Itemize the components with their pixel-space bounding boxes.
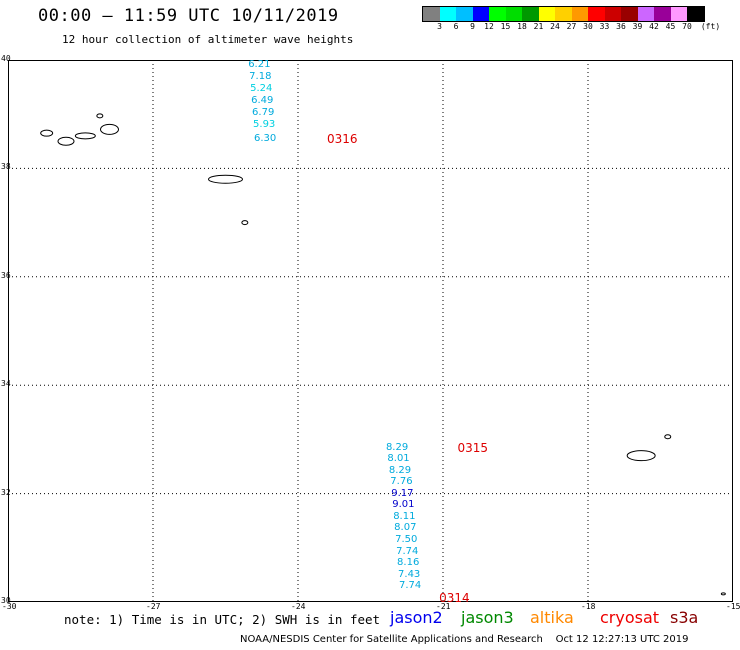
colorbar-swatch <box>687 7 704 21</box>
wave-height-value: 8.01 <box>387 453 410 465</box>
colorbar-label: 36 <box>616 22 626 31</box>
wave-height-value: 7.18 <box>249 71 272 83</box>
lon-label: -18 <box>581 602 596 611</box>
credit-line: NOAA/NESDIS Center for Satellite Applica… <box>240 634 689 645</box>
colorbar-label: 33 <box>599 22 610 31</box>
map-area <box>8 60 733 602</box>
island-outline <box>74 132 96 140</box>
colorbar-label: 21 <box>533 22 544 31</box>
colorbar-label: 45 <box>665 22 676 31</box>
colorbar-swatch <box>538 7 555 21</box>
island-outline <box>100 123 119 135</box>
wave-height-value: 9.01 <box>392 498 415 510</box>
island-outline <box>720 592 726 596</box>
island-outline <box>57 136 75 146</box>
colorbar-label: 39 <box>632 22 643 31</box>
colorbar-swatch <box>439 7 456 21</box>
colorbar-label: 24 <box>550 22 560 31</box>
colorbar-unit: (ft) <box>700 22 721 31</box>
colorbar-label: 42 <box>649 22 659 31</box>
wave-height-value: 8.11 <box>393 510 416 522</box>
colorbar-label: 9 <box>470 22 475 31</box>
colorbar-swatch <box>489 7 506 21</box>
colorbar-label: 15 <box>500 22 511 31</box>
island-outline <box>208 174 243 184</box>
colorbar-label: 18 <box>517 22 527 31</box>
colorbar-swatch <box>472 7 489 21</box>
map-subtitle: 12 hour collection of altimeter wave hei… <box>62 33 354 46</box>
wave-height-value: 7.50 <box>395 534 418 546</box>
colorbar-swatch <box>621 7 638 21</box>
footer-note: note: 1) Time is in UTC; 2) SWH is in fe… <box>64 612 381 627</box>
orbit-label: 0316 <box>327 131 358 146</box>
colorbar-labels: 3 6 9 12 15 18 21 24 27 30 33 36 39 42 45 70 (ft) <box>422 22 740 34</box>
orbit-label: 0314 <box>439 590 470 605</box>
colorbar-label: 3 <box>437 22 442 31</box>
wave-height-value: 7.43 <box>398 568 421 580</box>
wave-height-value: 6.21 <box>248 59 271 71</box>
colorbar-swatch <box>588 7 605 21</box>
satellite-legend-cryosat: cryosat <box>600 608 660 627</box>
colorbar-swatch <box>571 7 588 21</box>
lat-label: 30 <box>1 596 11 605</box>
island-outline <box>40 129 54 137</box>
map-frame <box>8 60 733 602</box>
lat-label: 38 <box>1 162 11 172</box>
lon-label: -15 <box>726 602 740 611</box>
island-outline <box>241 220 249 226</box>
colorbar-swatch <box>654 7 671 21</box>
wave-height-value: 5.24 <box>250 83 273 95</box>
wave-height-value: 9.17 <box>391 487 414 499</box>
wave-height-value: 7.74 <box>396 545 419 557</box>
lat-label: 32 <box>1 487 11 497</box>
colorbar-swatch <box>423 7 440 21</box>
colorbar-label: 30 <box>583 22 593 31</box>
wave-height-value: 8.07 <box>394 522 417 534</box>
island-outline <box>96 113 104 119</box>
colorbar-label: 27 <box>566 22 577 31</box>
island-outline <box>664 434 672 440</box>
lat-label: 36 <box>1 270 11 280</box>
colorbar-swatch <box>505 7 522 21</box>
colorbar-label: 70 <box>682 22 692 31</box>
wave-height-value: 5.93 <box>253 119 276 131</box>
lat-label: 40 <box>1 54 11 63</box>
wave-height-value: 6.49 <box>251 95 274 107</box>
lon-label: -21 <box>436 602 451 611</box>
wave-height-value: 6.30 <box>253 132 277 144</box>
lon-label: -24 <box>291 602 306 611</box>
colorbar-swatch <box>637 7 654 21</box>
wave-height-value: 7.74 <box>398 580 422 592</box>
colorbar-swatch <box>555 7 572 21</box>
colorbar-label: 12 <box>484 22 494 31</box>
satellite-legend-jason3: jason3 <box>461 608 514 627</box>
colorbar-swatch <box>522 7 539 21</box>
map-title: 00:00 – 11:59 UTC 10/11/2019 <box>38 6 339 26</box>
island-outline <box>626 450 656 462</box>
orbit-label: 0315 <box>457 440 489 455</box>
wave-height-value: 6.79 <box>252 107 275 119</box>
lat-label: 34 <box>1 379 11 389</box>
colorbar-swatch <box>604 7 621 21</box>
satellite-legend-jason2: jason2 <box>390 608 443 627</box>
colorbar-label: 6 <box>453 22 459 31</box>
satellite-legend-s3a: s3a <box>670 608 699 627</box>
wave-height-value: 8.16 <box>397 556 420 568</box>
wave-height-value: 8.29 <box>388 464 412 476</box>
wave-height-value: 7.76 <box>390 476 413 488</box>
colorbar-swatch <box>456 7 473 21</box>
colorbar <box>422 6 705 22</box>
satellite-legend-altika: altika <box>530 608 574 627</box>
wave-height-value: 8.29 <box>385 441 409 453</box>
lon-label: -27 <box>146 602 161 611</box>
lon-label: -30 <box>2 602 17 611</box>
colorbar-swatch <box>670 7 687 21</box>
